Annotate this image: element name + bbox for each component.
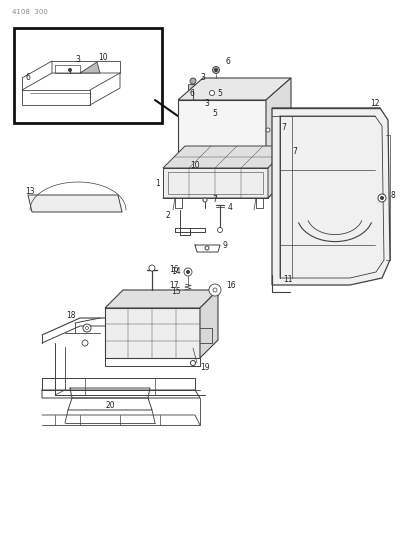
Text: 2: 2 (166, 212, 171, 221)
Polygon shape (272, 108, 390, 285)
Text: 4108  300: 4108 300 (12, 9, 48, 15)
Circle shape (186, 271, 189, 273)
Polygon shape (105, 290, 218, 308)
Circle shape (190, 78, 196, 84)
Text: 5: 5 (213, 109, 217, 118)
Circle shape (217, 228, 222, 232)
Text: 11: 11 (283, 276, 293, 285)
Circle shape (209, 91, 215, 95)
Text: 20: 20 (105, 401, 115, 410)
Polygon shape (266, 78, 291, 168)
Text: 14: 14 (171, 268, 181, 277)
Circle shape (184, 268, 192, 276)
Text: 4: 4 (228, 204, 233, 213)
Polygon shape (28, 195, 122, 212)
Text: 18: 18 (66, 311, 76, 320)
Polygon shape (80, 62, 100, 73)
Text: 16: 16 (169, 265, 179, 274)
Circle shape (86, 327, 89, 329)
Circle shape (191, 360, 195, 366)
Circle shape (209, 284, 221, 296)
Text: 17: 17 (169, 280, 179, 289)
Circle shape (149, 265, 155, 271)
Text: 6: 6 (190, 88, 195, 98)
Text: 3: 3 (75, 55, 80, 64)
Bar (188, 84, 198, 90)
Text: 6: 6 (26, 72, 31, 82)
Text: 13: 13 (25, 188, 35, 197)
Circle shape (83, 324, 91, 332)
Circle shape (215, 69, 217, 71)
Text: 16: 16 (226, 280, 236, 289)
Circle shape (381, 197, 384, 199)
Text: 15: 15 (171, 287, 181, 296)
Text: 9: 9 (222, 240, 227, 249)
Text: 1: 1 (155, 180, 160, 189)
Polygon shape (178, 78, 291, 100)
Circle shape (203, 198, 207, 202)
Circle shape (69, 69, 71, 71)
Text: 8: 8 (390, 191, 395, 200)
Polygon shape (200, 290, 218, 358)
Text: 7: 7 (293, 148, 297, 157)
Bar (14, 28, 162, 123)
Text: 10: 10 (98, 53, 108, 62)
Text: 3: 3 (201, 74, 206, 83)
Text: 7: 7 (213, 196, 217, 205)
Circle shape (213, 67, 220, 74)
Circle shape (82, 340, 88, 346)
Polygon shape (178, 100, 266, 168)
Text: 19: 19 (200, 364, 210, 373)
Text: 3: 3 (204, 99, 209, 108)
Polygon shape (268, 146, 290, 198)
Circle shape (205, 246, 209, 250)
Polygon shape (163, 146, 290, 168)
Polygon shape (163, 168, 268, 198)
Circle shape (266, 128, 270, 132)
Text: 7: 7 (282, 124, 286, 133)
Circle shape (213, 288, 217, 292)
Circle shape (378, 194, 386, 202)
Text: 12: 12 (370, 99, 380, 108)
Text: 5: 5 (217, 88, 222, 98)
Polygon shape (105, 308, 200, 358)
Text: 10: 10 (190, 160, 200, 169)
Text: 6: 6 (226, 58, 231, 67)
